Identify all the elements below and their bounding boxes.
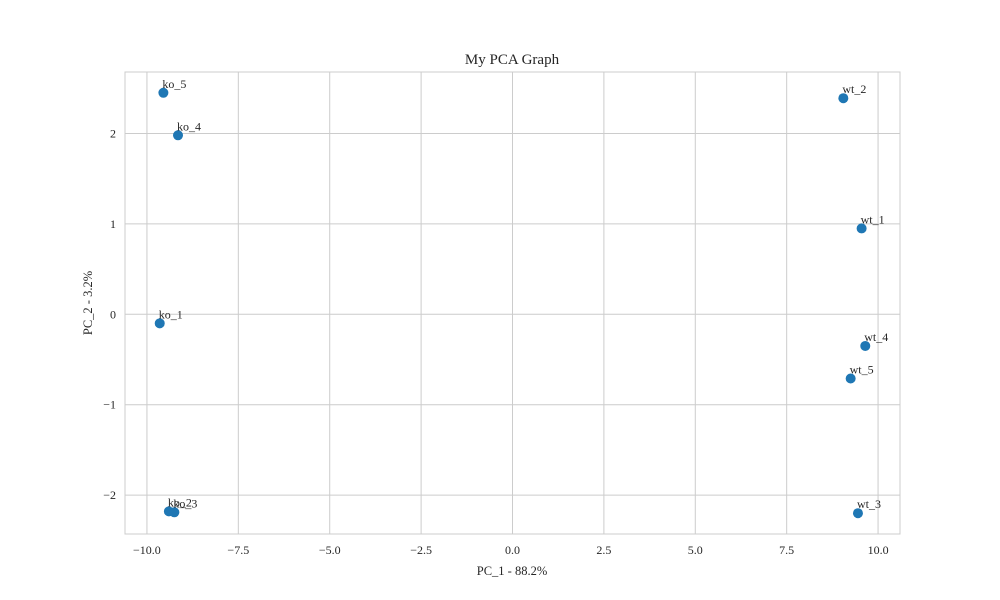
- point-label: wt_2: [842, 82, 866, 96]
- y-tick-label: −2: [103, 488, 116, 502]
- data-point: [154, 318, 165, 329]
- plot-area-frame: [124, 71, 901, 535]
- y-tick-label: 1: [110, 217, 116, 231]
- data-point: [169, 507, 180, 518]
- x-axis-label: PC_1 - 88.2%: [477, 564, 548, 578]
- point-label: wt_1: [861, 212, 885, 226]
- point-labels: ko_5 ko_4 ko_1 ko_2ko_3 wt_2 wt_1 wt_4 wt_5 wt_3: [159, 77, 889, 511]
- point-label: ko_2: [168, 495, 192, 509]
- x-tick-label: 5.0: [688, 543, 703, 557]
- point-label: ko_1: [159, 307, 183, 321]
- x-tick-label: −10.0: [133, 543, 161, 557]
- x-tick-label: −5.0: [319, 543, 341, 557]
- data-point: [852, 508, 863, 519]
- x-tick-labels: −10.0 −7.5 −5.0 −2.5 0.0 2.5 5.0 7.5 10.0: [133, 543, 889, 557]
- point-label: wt_4: [864, 330, 888, 344]
- x-tick-label: −2.5: [410, 543, 432, 557]
- y-tick-label: 0: [110, 307, 116, 321]
- x-tick-label: 0.0: [505, 543, 520, 557]
- x-tick-label: 7.5: [779, 543, 794, 557]
- data-point: [838, 93, 849, 104]
- y-tick-labels: −2 −1 0 1 2: [103, 126, 116, 502]
- data-points: [154, 87, 871, 519]
- point-label: ko_4: [177, 119, 201, 133]
- point-label: ko_3: [173, 496, 197, 510]
- y-tick-label: 2: [110, 126, 116, 140]
- data-point: [845, 373, 856, 384]
- point-label: wt_5: [850, 362, 874, 376]
- data-point: [158, 87, 169, 98]
- data-point: [173, 130, 184, 141]
- point-label: wt_3: [857, 497, 881, 511]
- grid-lines: [125, 72, 900, 534]
- data-point: [856, 223, 867, 234]
- y-axis-label: PC_2 - 3.2%: [81, 271, 95, 335]
- point-label: ko_5: [162, 77, 186, 91]
- y-tick-label: −1: [103, 398, 116, 412]
- x-tick-label: 2.5: [596, 543, 611, 557]
- x-tick-label: 10.0: [868, 543, 889, 557]
- x-tick-label: −7.5: [227, 543, 249, 557]
- chart-title: My PCA Graph: [465, 52, 560, 68]
- data-point: [860, 340, 871, 351]
